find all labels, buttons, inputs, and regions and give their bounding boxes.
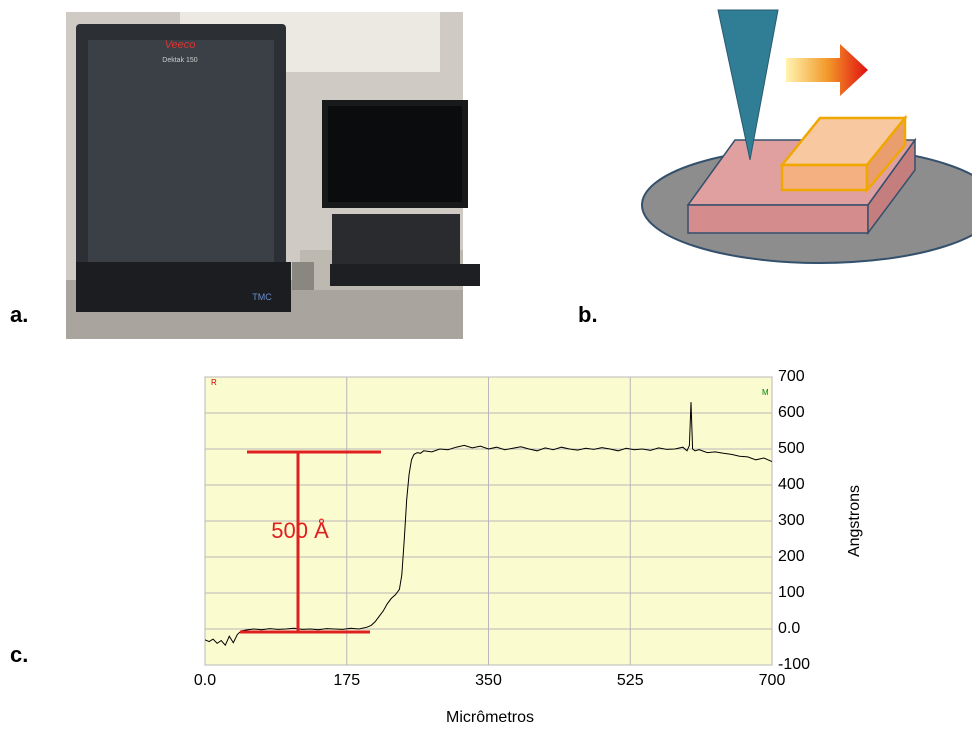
base-label: TMC [252,292,272,302]
x-tick-label: 0.0 [194,672,216,689]
x-tick-label: 525 [617,672,644,689]
x-tick-label: 175 [333,672,360,689]
corner-label: M [762,388,769,397]
profile-line [204,402,773,647]
panel-label: b. [578,302,598,327]
y-tick-label: -100 [778,656,810,673]
y-axis-label: Angstrons [846,485,863,557]
y-tick-label: 100 [778,584,805,601]
corner-label: R [211,378,217,387]
model: Dektak 150 [162,57,198,64]
annotation-bracket [240,450,381,634]
y-tick-label: 0.0 [778,620,800,637]
y-tick-label: 600 [778,404,805,421]
y-tick-label: 200 [778,548,805,565]
diagram [641,9,972,264]
y-tick-label: 700 [778,368,805,385]
annotation: 500 Å [271,518,329,543]
y-tick-label: 300 [778,512,805,529]
y-tick-label: 500 [778,440,805,457]
panel-label: a. [10,302,28,327]
y-tick-label: 400 [778,476,805,493]
panel-label: c. [10,642,28,667]
x-tick-label: 700 [759,672,786,689]
x-tick-label: 350 [475,672,502,689]
photo: Veeco Dektak 150 TMC [66,12,480,339]
x-axis-label: Micrômetros [446,709,534,726]
brand: Veeco [165,39,196,51]
